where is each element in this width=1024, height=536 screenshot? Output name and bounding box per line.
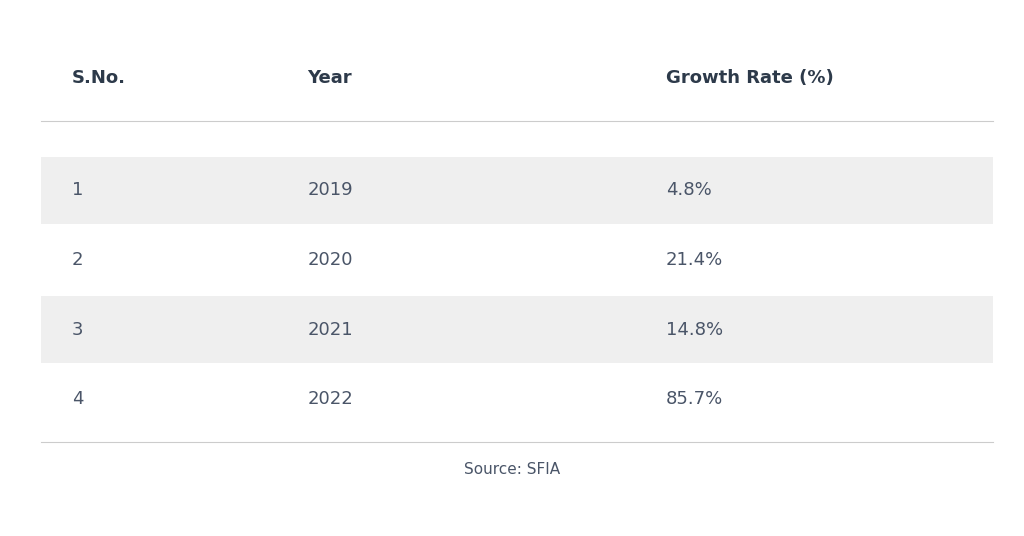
Text: S.No.: S.No. [72,69,126,87]
Text: 85.7%: 85.7% [666,390,723,408]
Text: 4: 4 [72,390,83,408]
Text: 2019: 2019 [307,181,353,199]
Text: 2021: 2021 [307,321,353,339]
Text: Source: SFIA: Source: SFIA [464,461,560,477]
Text: 4.8%: 4.8% [666,181,712,199]
Text: 2: 2 [72,251,83,269]
Text: 2022: 2022 [307,390,353,408]
FancyBboxPatch shape [41,296,993,363]
Text: Growth Rate (%): Growth Rate (%) [666,69,834,87]
Text: 14.8%: 14.8% [666,321,723,339]
Text: 1: 1 [72,181,83,199]
Text: 21.4%: 21.4% [666,251,723,269]
Text: 3: 3 [72,321,83,339]
Text: 2020: 2020 [307,251,352,269]
FancyBboxPatch shape [41,157,993,224]
Text: Year: Year [307,69,352,87]
